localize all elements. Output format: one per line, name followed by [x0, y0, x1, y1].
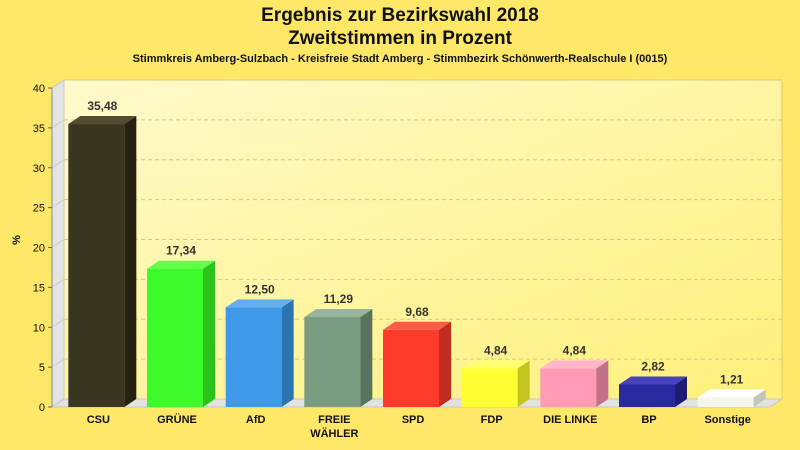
bar-fdp: [461, 360, 530, 407]
data-label: 11,29: [324, 292, 354, 306]
y-tick-label: 5: [39, 362, 45, 374]
x-tick-label: CSU: [87, 414, 110, 426]
value-labels: 35,48 17,34 12,50 11,29 9,68 4,84 4,84 2,82 1,21: [87, 99, 743, 386]
bar-top: [461, 360, 530, 369]
x-tick-label: FDP: [481, 414, 503, 426]
bar-front: [225, 307, 282, 407]
data-label: 1,21: [720, 372, 744, 386]
chart-title-line-2: Zweitstimmen in Prozent: [288, 28, 512, 49]
bar-side: [124, 116, 137, 407]
bar-top: [68, 116, 137, 125]
grid-line-side: [51, 358, 65, 368]
bar-top: [697, 389, 766, 398]
bar-front: [697, 397, 754, 407]
bar-front: [540, 368, 597, 407]
y-tick-label: 15: [33, 282, 45, 294]
bar-top: [619, 376, 687, 385]
grid-line-side: [51, 199, 65, 209]
y-tick-label: 40: [33, 83, 45, 95]
grid-line-side: [51, 159, 65, 169]
grid-line-side: [51, 79, 65, 89]
bar-side: [517, 360, 530, 407]
bar-front: [619, 384, 675, 407]
bar-side: [281, 299, 294, 407]
grid-line-side: [51, 318, 65, 328]
y-axis-label: %: [11, 235, 23, 245]
y-tick-label: 10: [33, 322, 45, 334]
bar-top: [383, 321, 451, 330]
bar-bp: [619, 376, 687, 407]
x-tick-label: WÄHLER: [310, 427, 358, 440]
grid-line-side: [51, 119, 65, 129]
bar-side: [203, 260, 215, 407]
bar-top: [147, 260, 215, 269]
bar-side: [753, 389, 766, 407]
bar-side: [675, 376, 687, 407]
data-label: 4,84: [563, 343, 587, 357]
chart-subtitle: Stimmkreis Amberg-Sulzbach - Kreisfreie …: [132, 53, 668, 65]
bar-sonstige: [697, 389, 766, 407]
grid-line-side: [51, 239, 65, 248]
bar-top: [304, 308, 373, 317]
bar-front: [147, 268, 203, 407]
x-tick-label: Sonstige: [704, 414, 750, 426]
x-tick-label: AfD: [246, 414, 266, 426]
grid-line-side: [51, 278, 65, 288]
data-label: 2,82: [641, 360, 665, 374]
y-tick-label: 25: [33, 203, 45, 215]
bar-top: [225, 299, 294, 308]
bar-freie-wähler: [304, 308, 373, 407]
bar-front: [461, 368, 518, 407]
bar-afd: [225, 299, 294, 407]
bars: [68, 116, 766, 407]
x-tick-label: BP: [641, 414, 656, 426]
bar-top: [540, 360, 609, 369]
bar-front: [383, 329, 439, 407]
y-tick-label: 20: [33, 243, 45, 255]
bar-side: [360, 308, 373, 407]
data-label: 12,50: [245, 282, 275, 296]
data-label: 4,84: [484, 343, 508, 357]
bar-side: [439, 321, 451, 407]
bar-front: [304, 316, 361, 407]
bar-grüne: [147, 260, 215, 407]
x-tick-label: DIE LINKE: [543, 414, 597, 426]
bar-csu: [68, 116, 137, 407]
data-label: 35,48: [87, 99, 117, 113]
data-label: 9,68: [405, 305, 429, 319]
y-axis: 0 5 10 15 20 25 30 35 40: [33, 83, 53, 414]
y-tick-label: 0: [39, 402, 45, 414]
x-tick-label: FREIE: [318, 414, 350, 426]
chart-title-line-1: Ergebnis zur Bezirkswahl 2018: [261, 5, 539, 26]
x-tick-label: SPD: [402, 414, 425, 426]
y-tick-label: 30: [33, 163, 45, 175]
chart-title: Ergebnis zur Bezirkswahl 2018 Zweitstimm…: [0, 4, 800, 50]
bar-front: [68, 124, 125, 407]
bar-die-linke: [540, 360, 609, 407]
x-tick-label: GRÜNE: [157, 413, 197, 426]
data-label: 17,34: [166, 244, 196, 258]
y-tick-label: 35: [33, 123, 45, 135]
bar-side: [596, 360, 609, 407]
bar-spd: [383, 321, 451, 407]
